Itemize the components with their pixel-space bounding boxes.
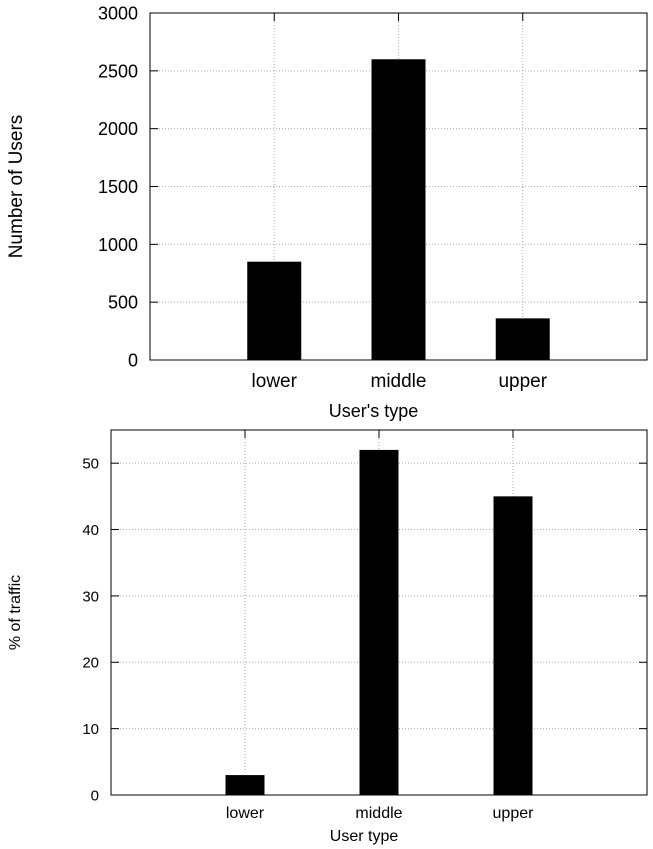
users-chart: 0 500 1000 1500 2000 2500 3000 lower middle upper… [6,3,648,421]
x-tick-label-lower: lower [226,805,265,822]
x-tick-label-upper: upper [498,371,547,392]
y-tick-label: 500 [108,293,138,313]
y-axis-label: % of traffic [7,575,24,650]
x-tick-label-middle: middle [371,371,427,392]
y-tick-label: 50 [82,456,99,473]
y-tick-label: 1500 [98,177,138,197]
bar-lower [225,775,265,795]
x-axis-label: User type [330,828,399,845]
traffic-chart: 0 10 20 30 40 50 lower middle upper User type % of… [7,429,648,845]
y-axis-label: Number of Users [6,115,27,259]
y-tick-label: 20 [82,655,99,672]
bars [225,449,533,795]
x-tick-labels: lower middle upper [226,805,534,822]
tick-marks [111,430,647,796]
y-tick-label: 30 [82,588,99,605]
bar-lower [247,261,302,360]
x-tick-labels: lower middle upper [252,371,548,392]
y-tick-label: 2000 [98,119,138,139]
y-tick-label: 3000 [98,3,138,23]
x-tick-label-lower: lower [252,371,298,392]
y-tick-label: 10 [82,721,99,738]
y-tick-label: 0 [91,787,99,804]
y-tick-label: 1000 [98,235,138,255]
y-tick-labels: 0 10 20 30 40 50 [82,456,99,805]
bar-middle [371,59,426,361]
bars [247,59,550,361]
x-tick-label-upper: upper [493,805,535,822]
bar-middle [359,449,399,795]
y-tick-labels: 0 500 1000 1500 2000 2500 3000 [98,3,138,370]
y-tick-label: 2500 [98,61,138,81]
y-tick-label: 0 [128,350,138,370]
x-tick-label-middle: middle [355,805,402,822]
x-axis-label: User's type [329,401,418,421]
bar-upper [493,496,533,795]
tick-marks [150,12,647,361]
y-tick-label: 40 [82,522,99,539]
